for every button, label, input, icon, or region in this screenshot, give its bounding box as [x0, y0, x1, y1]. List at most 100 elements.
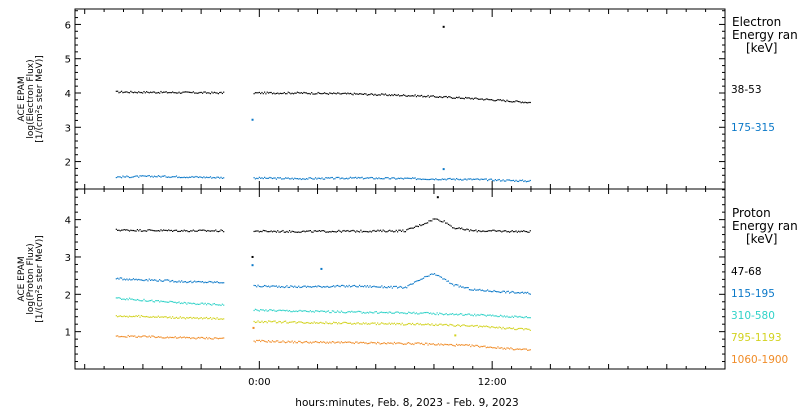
- data-point: [353, 322, 355, 325]
- data-point: [220, 337, 222, 339]
- data-point: [142, 315, 144, 317]
- data-point: [467, 97, 469, 99]
- data-point: [421, 342, 423, 344]
- data-point: [151, 229, 153, 231]
- data-point: [172, 176, 174, 178]
- data-point: [130, 229, 132, 231]
- data-point: [393, 285, 395, 288]
- legend-title-line: Proton: [732, 206, 771, 220]
- data-point: [406, 95, 408, 97]
- data-point: [164, 337, 166, 339]
- data-point: [187, 302, 189, 304]
- data-point: [217, 231, 220, 233]
- data-point: [262, 321, 264, 324]
- data-point: [312, 310, 314, 312]
- data-point: [122, 279, 124, 281]
- data-point: [196, 230, 198, 232]
- data-point: [223, 304, 225, 306]
- data-point: [396, 342, 398, 344]
- data-point: [316, 230, 318, 233]
- data-point: [128, 92, 131, 94]
- data-point: [529, 101, 531, 104]
- data-point: [192, 229, 194, 231]
- data-point: [411, 283, 413, 285]
- data-point: [183, 336, 185, 338]
- data-point: [124, 336, 127, 338]
- data-point: [511, 315, 513, 317]
- data-point: [169, 229, 171, 232]
- data-point: [168, 301, 170, 303]
- data-point: [396, 178, 398, 180]
- data-point: [383, 230, 386, 232]
- data-point: [476, 231, 478, 233]
- data-point: [187, 91, 189, 93]
- data-point: [423, 178, 425, 180]
- outlier-point: [442, 168, 445, 171]
- data-point: [201, 281, 204, 283]
- data-point: [435, 218, 437, 220]
- data-point: [449, 177, 451, 180]
- data-point: [338, 311, 340, 313]
- data-point: [260, 309, 262, 311]
- data-point: [485, 230, 487, 233]
- data-point: [296, 342, 299, 344]
- data-point: [512, 291, 515, 293]
- data-point: [264, 91, 266, 93]
- data-point: [211, 304, 213, 306]
- data-point: [196, 92, 198, 94]
- data-point: [170, 317, 172, 319]
- data-point: [173, 337, 175, 339]
- data-point: [186, 303, 188, 305]
- data-point: [424, 178, 427, 180]
- data-point: [432, 178, 434, 180]
- data-point: [209, 303, 212, 306]
- data-point: [168, 279, 170, 281]
- data-point: [462, 314, 464, 317]
- data-point: [386, 311, 388, 314]
- data-point: [528, 328, 530, 330]
- data-point: [449, 224, 451, 226]
- data-point: [121, 335, 123, 338]
- data-point: [190, 337, 192, 340]
- data-point: [523, 230, 525, 232]
- data-point: [477, 98, 480, 100]
- data-point: [370, 311, 372, 314]
- data-point: [488, 230, 490, 232]
- data-point: [329, 177, 331, 179]
- data-point: [507, 316, 509, 318]
- data-point: [365, 177, 367, 179]
- data-point: [499, 180, 502, 182]
- data-point: [446, 314, 449, 316]
- data-point: [343, 92, 345, 94]
- data-point: [369, 230, 371, 232]
- data-point: [305, 178, 308, 180]
- data-point: [439, 95, 441, 98]
- data-point: [313, 321, 315, 323]
- data-point: [121, 177, 123, 179]
- y-axis-label-line: ACE EPAM: [17, 256, 27, 301]
- data-point: [497, 179, 499, 181]
- data-point: [493, 347, 495, 349]
- data-point: [183, 317, 185, 319]
- data-point: [316, 322, 318, 324]
- data-point: [383, 323, 385, 325]
- data-point: [441, 344, 443, 346]
- data-point: [298, 321, 300, 323]
- data-point: [136, 175, 139, 177]
- data-point: [365, 286, 367, 288]
- data-point: [427, 275, 429, 278]
- data-point: [518, 348, 520, 350]
- data-point: [502, 290, 504, 292]
- data-point: [382, 178, 384, 180]
- data-point: [273, 341, 275, 343]
- data-point: [305, 340, 308, 343]
- data-point: [470, 289, 472, 291]
- data-point: [311, 177, 313, 180]
- data-point: [514, 101, 516, 103]
- data-point: [216, 230, 218, 233]
- data-point: [300, 310, 302, 312]
- data-point: [277, 230, 279, 232]
- data-point: [523, 180, 525, 183]
- data-point: [401, 343, 403, 345]
- data-point: [128, 278, 131, 280]
